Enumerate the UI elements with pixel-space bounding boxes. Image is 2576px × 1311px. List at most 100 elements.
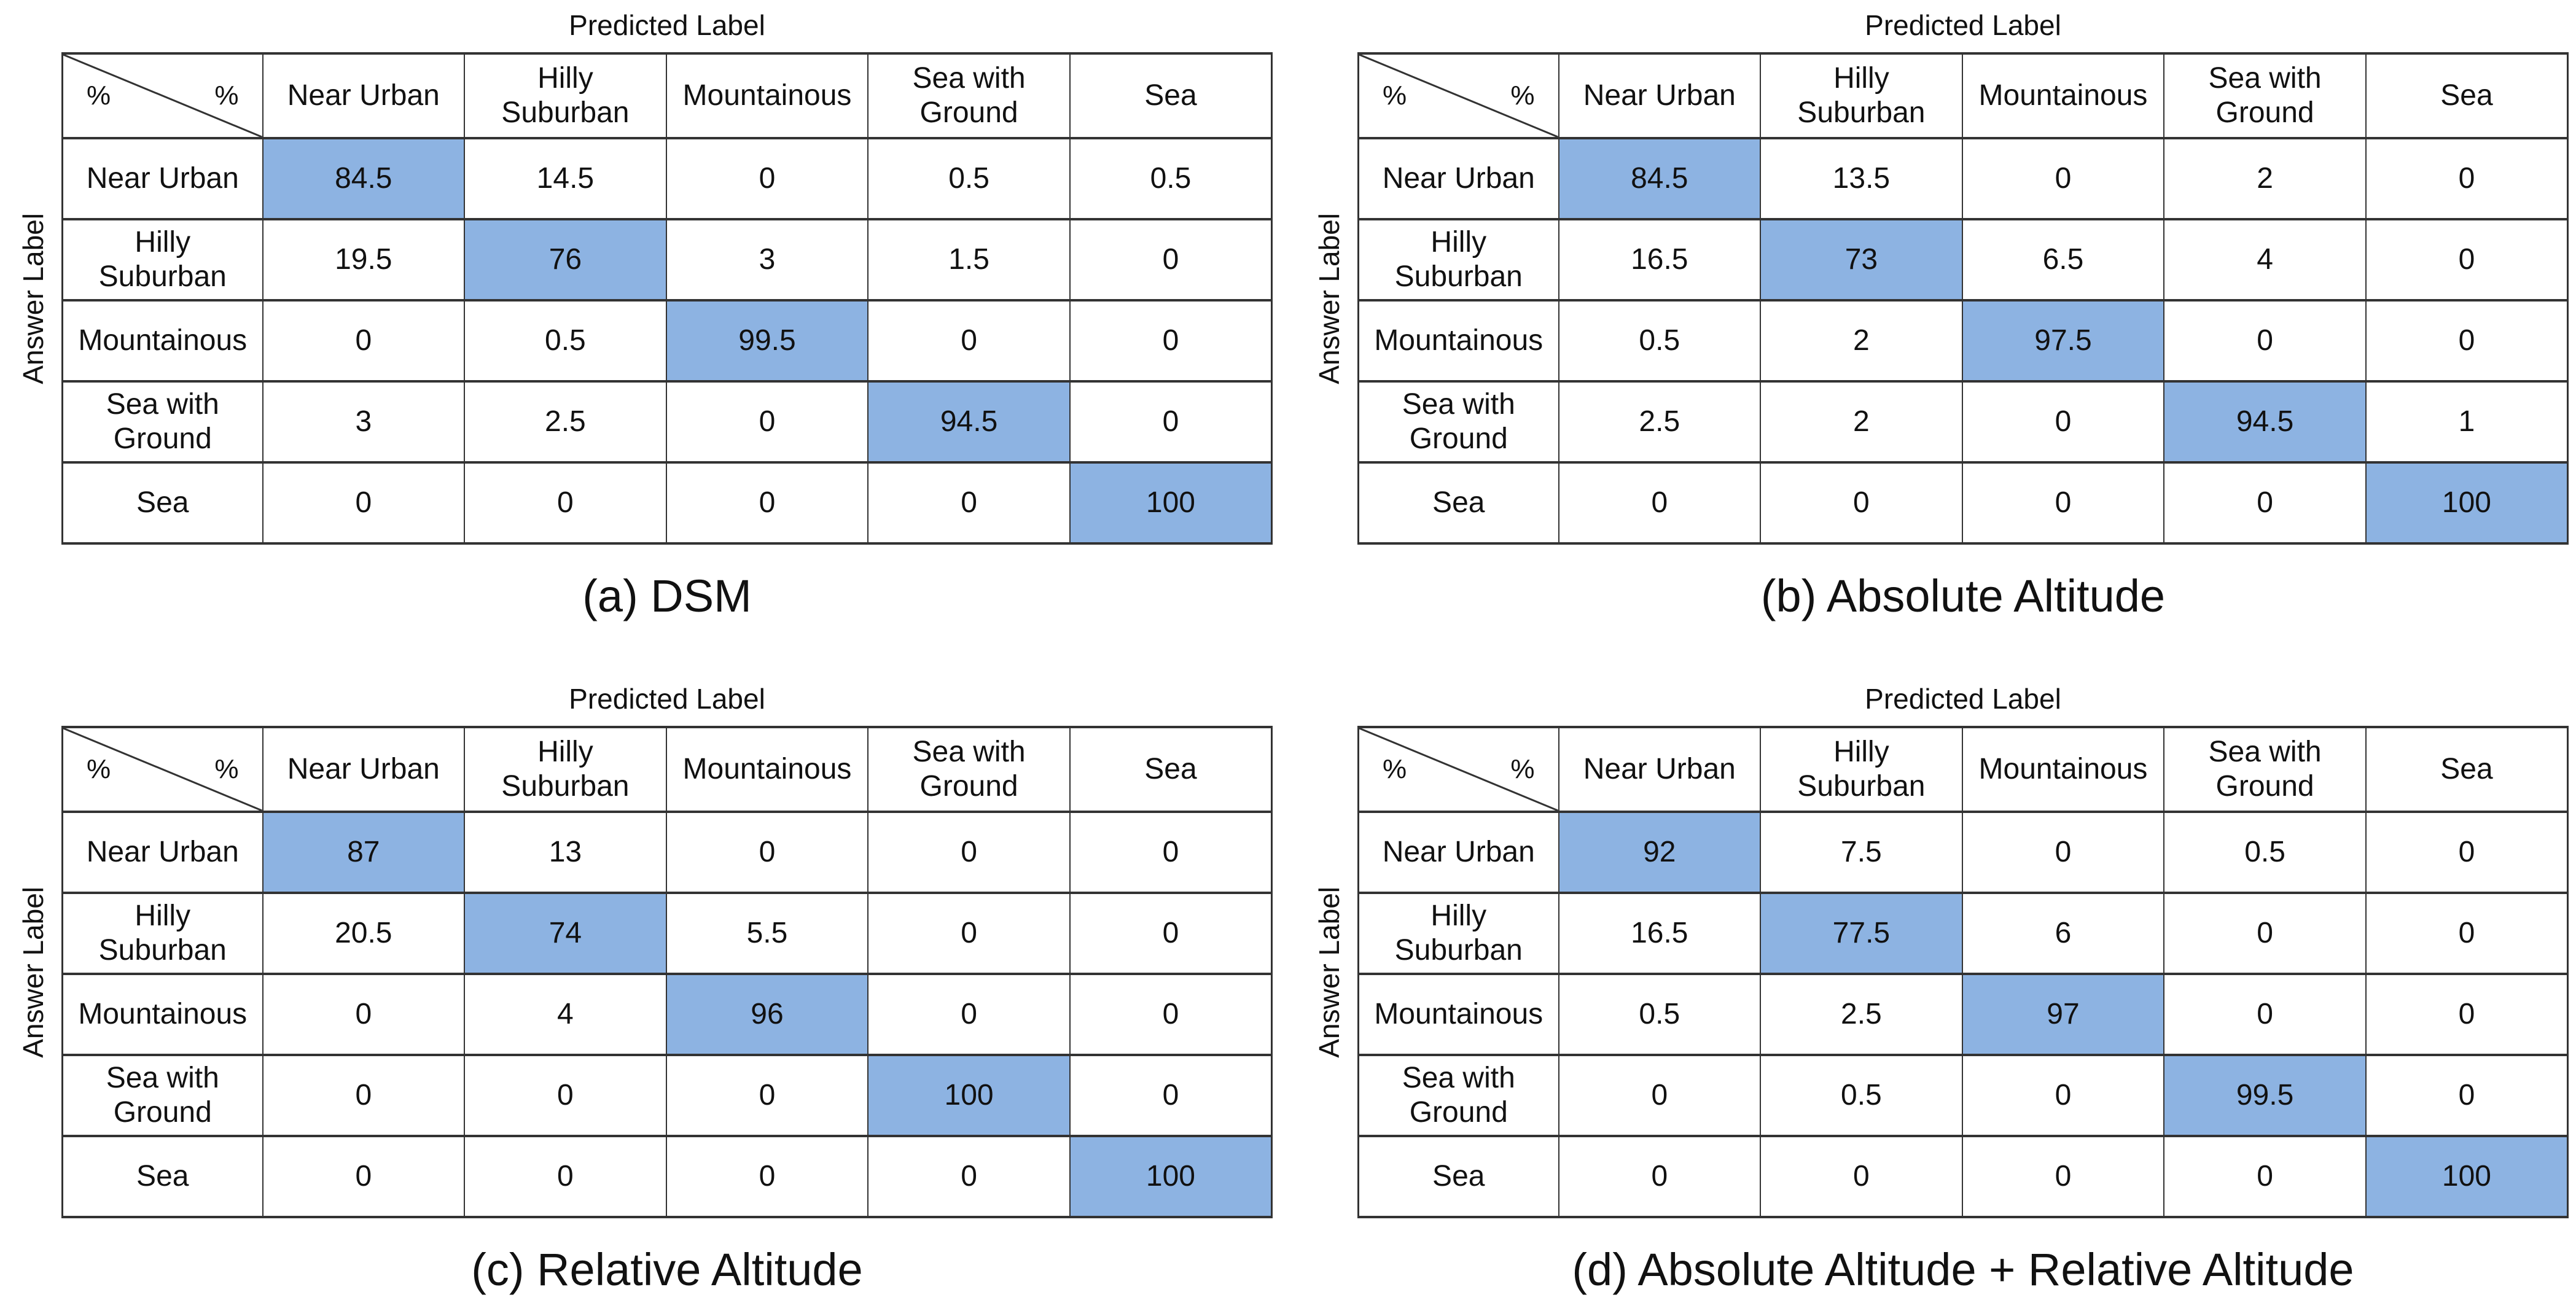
matrix-row: Hilly Suburban 20.5 74 5.5 0 0 [61, 892, 1273, 976]
matrix-cell: 73 [1760, 218, 1963, 302]
header-row: % % Near Urban Hilly Suburban Mountainous S… [61, 52, 1273, 140]
diagonal-line-icon [63, 728, 262, 811]
matrix-cell: 0 [262, 973, 466, 1057]
matrix-cell: 0 [2163, 461, 2367, 545]
matrix-with-gutter: Answer Label % % Near Urba [5, 726, 1273, 1219]
matrix-cell: 100 [1069, 1135, 1273, 1219]
matrix-cell: 0 [1961, 137, 2165, 221]
matrix-cell: 0 [2365, 811, 2569, 895]
matrix-cell: 0 [665, 1054, 869, 1138]
answer-axis-gutter: Answer Label [5, 52, 61, 545]
matrix-cell: 0.5 [1760, 1054, 1963, 1138]
matrix-cell: 0 [2365, 973, 2569, 1057]
matrix-cell: 1 [2365, 380, 2569, 464]
matrix-cell: 0 [262, 461, 466, 545]
column-header: Hilly Suburban [464, 52, 667, 140]
matrix-cell: 94.5 [2163, 380, 2367, 464]
matrix-cell: 99.5 [665, 299, 869, 383]
matrix-row: Sea 0 0 0 0 100 [61, 461, 1273, 545]
matrix-cell: 3 [262, 380, 466, 464]
matrix-cell: 94.5 [867, 380, 1071, 464]
matrix-cell: 87 [262, 811, 466, 895]
matrix-cell: 0 [1069, 380, 1273, 464]
answer-axis-gutter: Answer Label [1301, 52, 1357, 545]
matrix-cell: 0 [262, 1135, 466, 1219]
matrix-cell: 84.5 [1558, 137, 1762, 221]
matrix-row: Near Urban 92 7.5 0 0.5 0 [1357, 811, 2569, 895]
matrix-cell: 2 [2163, 137, 2367, 221]
matrix-row: Mountainous 0.5 2 97.5 0 0 [1357, 299, 2569, 383]
matrix-row: Mountainous 0 0.5 99.5 0 0 [61, 299, 1273, 383]
column-header: Mountainous [1961, 52, 2165, 140]
matrix-cell: 3 [665, 218, 869, 302]
matrix-cell: 2.5 [464, 380, 667, 464]
matrix-cell: 0 [1558, 1054, 1762, 1138]
matrix-cell: 0 [1069, 892, 1273, 976]
matrix-cell: 0 [2365, 299, 2569, 383]
matrix-row: Sea with Ground 2.5 2 0 94.5 1 [1357, 380, 2569, 464]
matrix-cell: 14.5 [464, 137, 667, 221]
matrix-cell: 0 [2163, 892, 2367, 976]
column-header: Sea [2365, 52, 2569, 140]
matrix-cell: 0 [1961, 1135, 2165, 1219]
matrix-cell: 0.5 [2163, 811, 2367, 895]
row-header: Sea with Ground [1357, 380, 1559, 464]
corner-percent-left: % [87, 80, 111, 111]
matrix-with-gutter: Answer Label % % Near Urba [5, 52, 1273, 545]
matrix-cell: 0 [1069, 299, 1273, 383]
matrix-cell: 0 [1961, 380, 2165, 464]
row-header: Mountainous [1357, 973, 1559, 1057]
predicted-axis-label: Predicted Label [1865, 9, 2061, 41]
corner-cell: % % [1357, 52, 1559, 140]
matrix-body: Near Urban 87 13 0 0 0 Hilly Suburban 20.5 74 5.5… [61, 811, 1273, 1219]
column-header: Hilly Suburban [464, 726, 667, 814]
diagonal-line-icon [1359, 728, 1558, 811]
matrix-row: Mountainous 0 4 96 0 0 [61, 973, 1273, 1057]
matrix-cell: 4 [464, 973, 667, 1057]
matrix-row: Sea 0 0 0 0 100 [61, 1135, 1273, 1219]
matrix-cell: 13.5 [1760, 137, 1963, 221]
column-header: Hilly Suburban [1760, 726, 1963, 814]
matrix-cell: 0 [1961, 461, 2165, 545]
corner-percent-right: % [1510, 80, 1535, 111]
matrix-row: Hilly Suburban 16.5 77.5 6 0 0 [1357, 892, 2569, 976]
corner-percent-left: % [87, 754, 111, 785]
matrix-cell: 19.5 [262, 218, 466, 302]
matrix-cell: 97 [1961, 973, 2165, 1057]
corner-percent-right: % [1510, 754, 1535, 785]
answer-axis-label: Answer Label [17, 212, 49, 384]
confusion-matrix-table: % % Near Urban Hilly Suburban Mountainous S… [1357, 52, 2569, 545]
column-header: Near Urban [262, 52, 466, 140]
matrix-cell: 5.5 [665, 892, 869, 976]
row-header: Mountainous [1357, 299, 1559, 383]
matrix-cell: 74 [464, 892, 667, 976]
matrix-cell: 2 [1760, 299, 1963, 383]
matrix-cell: 0.5 [464, 299, 667, 383]
matrix-body: Near Urban 84.5 14.5 0 0.5 0.5 Hilly Suburban 1… [61, 137, 1273, 545]
matrix-cell: 0 [2163, 299, 2367, 383]
header-row: % % Near Urban Hilly Suburban Mountainous S… [1357, 726, 2569, 814]
matrix-cell: 77.5 [1760, 892, 1963, 976]
matrix-row: Near Urban 87 13 0 0 0 [61, 811, 1273, 895]
header-row: % % Near Urban Hilly Suburban Mountainous S… [61, 726, 1273, 814]
matrix-cell: 0 [464, 461, 667, 545]
predicted-axis-label: Predicted Label [569, 9, 765, 41]
matrix-cell: 0 [1069, 973, 1273, 1057]
matrix-cell: 2.5 [1760, 973, 1963, 1057]
matrix-cell: 0 [1558, 1135, 1762, 1219]
corner-cell: % % [61, 726, 263, 814]
matrix-cell: 76 [464, 218, 667, 302]
row-header: Hilly Suburban [61, 892, 263, 976]
matrix-cell: 6 [1961, 892, 2165, 976]
matrix-cell: 0 [2163, 1135, 2367, 1219]
panel-caption: (c) Relative Altitude [471, 1244, 863, 1296]
matrix-row: Sea 0 0 0 0 100 [1357, 461, 2569, 545]
matrix-with-gutter: Answer Label % % Near Urba [1301, 726, 2569, 1219]
matrix-cell: 1.5 [867, 218, 1071, 302]
column-header: Mountainous [665, 52, 869, 140]
matrix-cell: 0.5 [1558, 973, 1762, 1057]
matrix-cell: 16.5 [1558, 218, 1762, 302]
matrix-cell: 0.5 [867, 137, 1071, 221]
answer-axis-label: Answer Label [1313, 886, 1345, 1058]
